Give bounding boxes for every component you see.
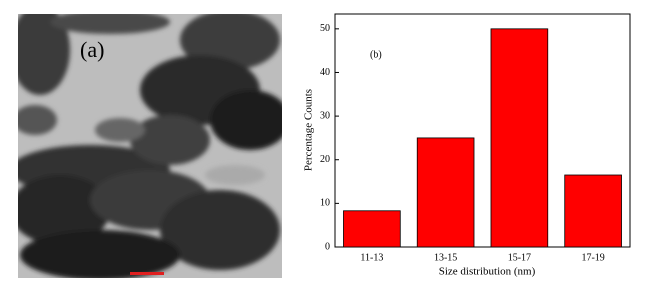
plot-frame [334,13,631,248]
bar [564,174,622,248]
y-tick-label: 20 [320,154,330,165]
micrograph [18,14,282,278]
y-tick-label: 50 [320,23,330,34]
x-tick-label: 15-17 [508,252,531,263]
bar [343,210,401,248]
y-axis-label: Percentage Counts [303,89,315,171]
x-tick-label: 11-13 [360,252,383,263]
y-tick-label: 10 [320,198,330,209]
annotation: (b) [370,49,382,60]
bar [490,28,549,248]
panel-label: (a) [80,37,104,62]
x-axis-label: Size distribution (nm) [439,266,536,278]
y-tick-label: 0 [325,241,330,252]
bar [416,137,475,248]
y-tick-label: 40 [320,67,330,78]
x-tick-label: 17-19 [581,252,604,263]
x-tick-label: 13-15 [434,252,457,263]
y-tick-label: 30 [320,110,330,121]
